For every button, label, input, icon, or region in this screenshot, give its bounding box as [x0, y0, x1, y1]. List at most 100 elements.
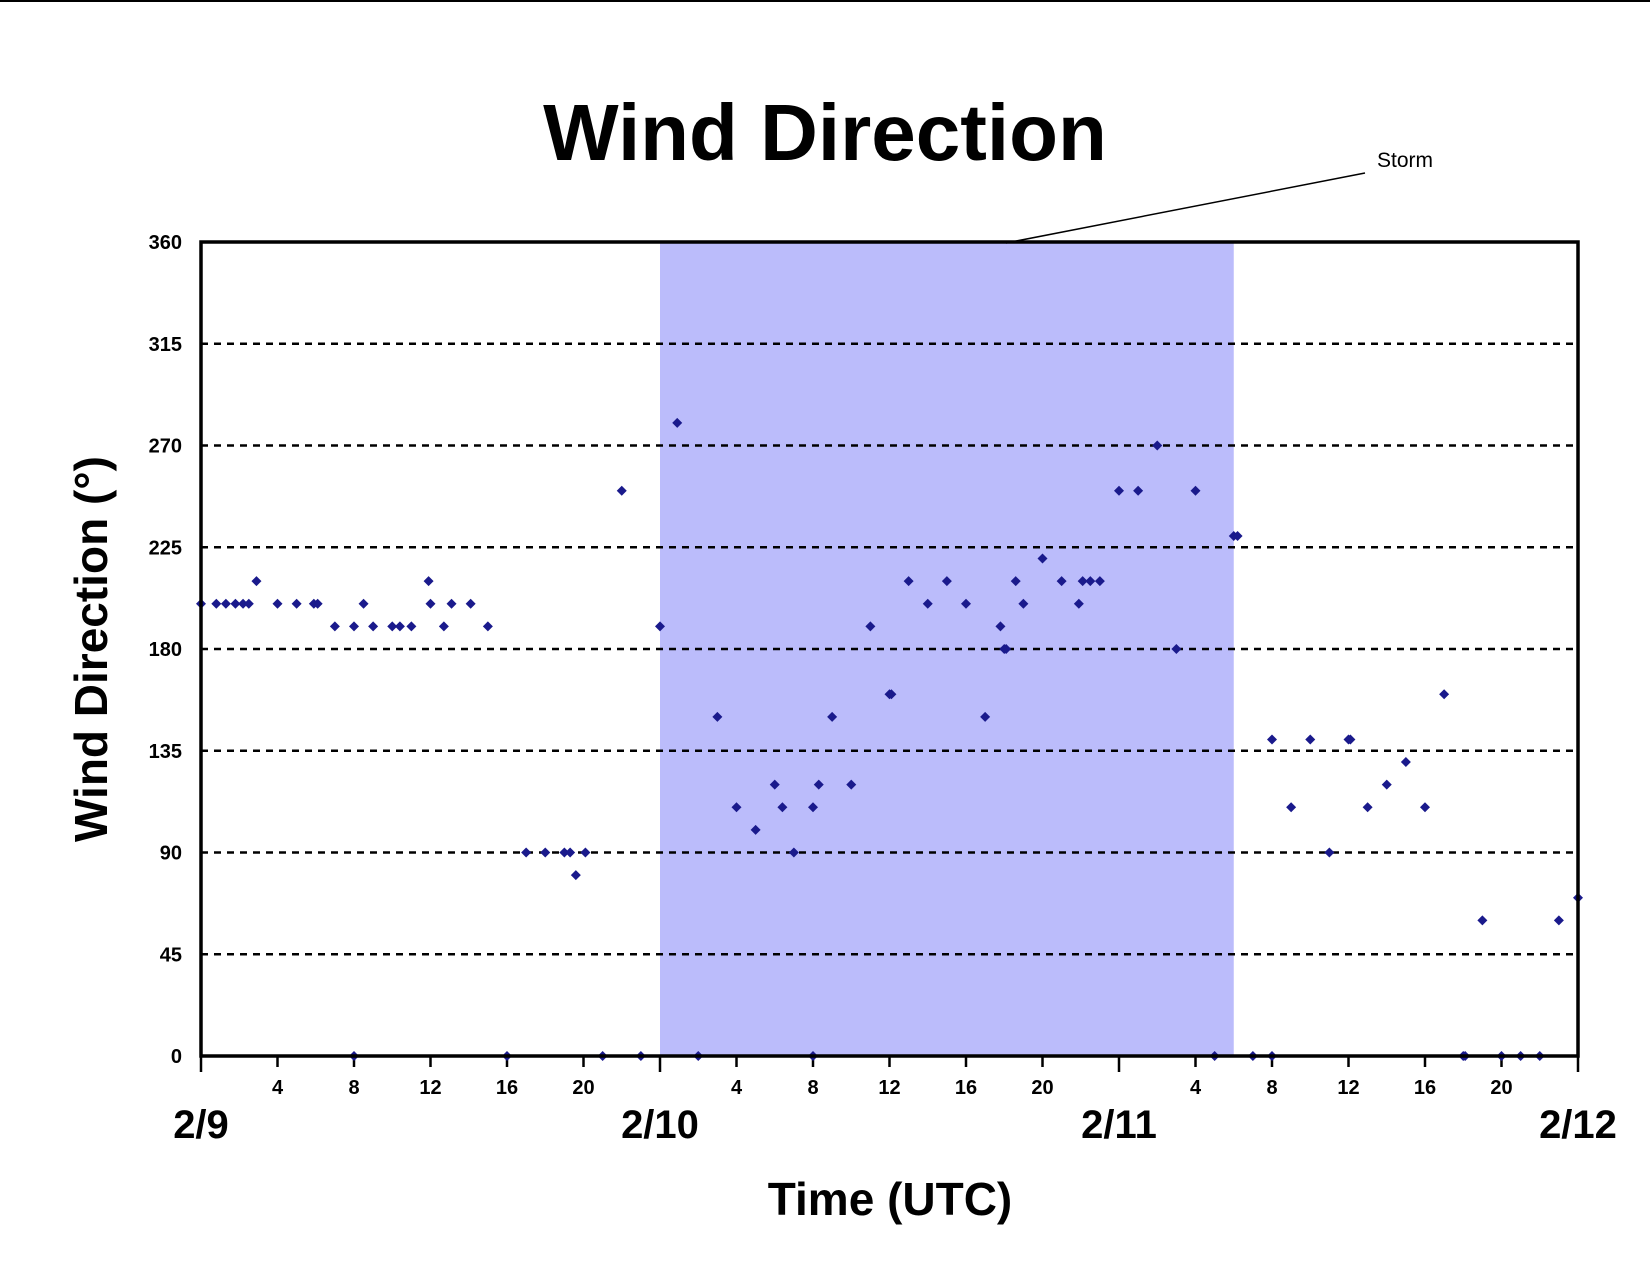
data-point — [1094, 576, 1105, 587]
plot-frame — [199, 240, 1580, 1058]
data-point — [1267, 734, 1277, 745]
data-point — [1381, 779, 1392, 790]
data-point — [980, 711, 991, 722]
data-point — [220, 598, 231, 609]
data-point — [272, 598, 283, 609]
y-tick-label: 90 — [160, 843, 182, 865]
y-tick-label: 225 — [149, 537, 182, 559]
x-tick-label: 12 — [878, 1077, 900, 1099]
grid-lines — [201, 342, 1578, 956]
data-point — [565, 847, 576, 858]
data-point — [425, 598, 436, 609]
x-tick-label: 8 — [348, 1077, 359, 1099]
x-day-label: 2/10 — [621, 1103, 699, 1147]
data-point — [1171, 644, 1182, 654]
data-point — [1400, 757, 1411, 768]
x-tick-label: 12 — [419, 1077, 441, 1099]
storm-annotation-leader — [1005, 172, 1366, 244]
y-tick-label: 135 — [149, 741, 182, 763]
data-point — [1077, 576, 1088, 587]
data-point — [941, 576, 952, 587]
data-point — [1018, 598, 1029, 609]
data-point — [238, 598, 249, 609]
data-point — [1324, 847, 1335, 858]
data-point — [1477, 915, 1488, 926]
x-tick-label: 16 — [496, 1077, 518, 1099]
data-point — [1190, 485, 1201, 496]
data-point — [1114, 485, 1124, 496]
y-axis-title: Wind Direction (°) — [65, 456, 117, 842]
y-tick-label: 270 — [149, 436, 182, 458]
x-tick-label: 12 — [1337, 1077, 1359, 1099]
data-point — [1345, 734, 1356, 745]
data-point — [777, 802, 788, 813]
y-tick-label: 180 — [149, 639, 182, 661]
data-point — [243, 598, 254, 609]
x-axis-title: Time (UTC) — [768, 1173, 1013, 1225]
y-axis-tick-labels: 0 45 90 135 180 225 270 315 360 — [149, 232, 182, 1068]
x-day-label: 2/9 — [173, 1103, 229, 1147]
x-day-label: 2/11 — [1081, 1103, 1157, 1147]
data-point — [570, 870, 581, 881]
data-point — [438, 621, 449, 632]
data-point — [559, 847, 570, 858]
data-point — [394, 621, 405, 632]
data-point — [312, 598, 323, 609]
data-point — [349, 621, 359, 632]
data-point — [406, 621, 417, 632]
data-point — [1439, 689, 1450, 700]
data-points — [196, 417, 1583, 1061]
data-point — [482, 621, 493, 632]
y-tick-label: 360 — [149, 232, 182, 254]
data-point — [1286, 802, 1297, 813]
y-tick-label: 45 — [160, 944, 182, 966]
data-point — [1001, 644, 1012, 654]
data-point — [1152, 440, 1163, 451]
data-point — [1085, 576, 1096, 587]
data-point — [1133, 485, 1144, 496]
storm-annotation-label: Storm — [1377, 149, 1433, 172]
x-axis-ticks — [199, 1056, 1580, 1072]
data-point — [1362, 802, 1373, 813]
data-point — [230, 598, 241, 609]
data-point — [788, 847, 799, 858]
x-tick-label: 20 — [1490, 1077, 1512, 1099]
data-point — [813, 779, 824, 790]
data-point — [712, 711, 723, 722]
data-point — [329, 621, 340, 632]
x-tick-label: 8 — [807, 1077, 818, 1099]
data-point — [521, 847, 532, 858]
data-point — [368, 621, 379, 632]
data-point — [886, 689, 897, 700]
x-tick-label: 4 — [731, 1077, 743, 1099]
x-tick-label: 20 — [572, 1077, 594, 1099]
data-point — [672, 417, 683, 428]
y-tick-label: 315 — [149, 334, 182, 356]
y-tick-label: 0 — [171, 1046, 182, 1068]
chart-title: Wind Direction — [543, 88, 1107, 177]
data-point — [808, 802, 818, 813]
data-point — [616, 485, 627, 496]
data-point — [423, 576, 434, 587]
data-point — [358, 598, 369, 609]
data-point — [291, 598, 302, 609]
data-point — [846, 779, 857, 790]
data-point — [580, 847, 591, 858]
data-point — [1420, 802, 1430, 813]
data-point — [750, 824, 761, 835]
x-tick-label: 8 — [1266, 1077, 1277, 1099]
data-point — [827, 711, 838, 722]
x-tick-label: 16 — [955, 1077, 977, 1099]
x-day-label: 2/12 — [1539, 1103, 1617, 1147]
x-tick-label: 16 — [1414, 1077, 1436, 1099]
data-point — [865, 621, 876, 632]
data-point — [961, 598, 971, 609]
data-point — [446, 598, 457, 609]
data-point — [387, 621, 398, 632]
data-point — [1553, 915, 1564, 926]
data-point — [903, 576, 914, 587]
x-axis-day-labels: 2/9 2/10 2/11 2/12 — [173, 1103, 1617, 1147]
data-point — [211, 598, 222, 609]
